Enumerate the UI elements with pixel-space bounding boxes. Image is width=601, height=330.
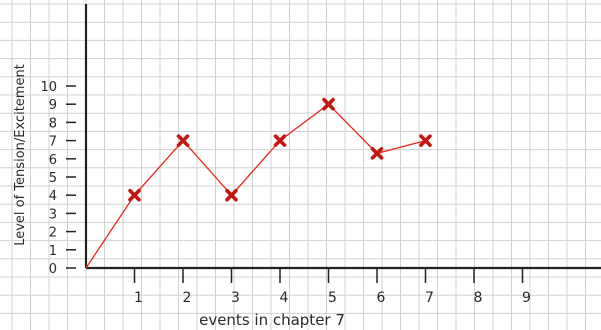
x-axis-title: events in chapter 7 [199, 311, 345, 329]
y-tick-label: 4 [49, 189, 57, 204]
series-layer [85, 97, 432, 269]
x-tick-label: 8 [474, 290, 483, 306]
data-point-marker [176, 134, 190, 147]
y-axis-title: Level of Tension/Excitement [13, 64, 28, 246]
x-axis-ticks: 1 2 3 4 5 6 7 8 9 [133, 268, 531, 306]
x-tick-label: 6 [377, 290, 386, 306]
x-tick-label: 4 [280, 290, 289, 306]
data-point-marker [322, 97, 335, 111]
x-tick-label: 3 [231, 290, 240, 306]
x-tick-label: 7 [425, 290, 434, 306]
y-tick-label: 2 [49, 226, 57, 241]
y-axis-ticks: 0 1 2 3 4 5 6 7 8 9 10 [40, 80, 76, 277]
x-tick-label: 1 [134, 290, 143, 306]
data-point-marker [419, 134, 432, 147]
y-tick-label: 9 [49, 98, 57, 113]
y-tick-label: 0 [49, 262, 57, 277]
y-tick-label: 10 [40, 80, 57, 95]
y-tick-label: 6 [49, 153, 57, 168]
data-point-marker [128, 188, 141, 202]
data-point-marker [225, 188, 238, 202]
y-tick-label: 1 [49, 244, 57, 259]
y-tick-label: 7 [49, 135, 57, 150]
data-point-marker [273, 134, 287, 147]
y-tick-label: 8 [49, 116, 57, 131]
series-line [85, 103, 426, 269]
y-tick-label: 3 [49, 207, 57, 222]
data-point-marker [370, 147, 384, 160]
x-tick-label: 2 [183, 290, 192, 306]
y-tick-label: 5 [49, 171, 57, 186]
x-tick-label: 9 [522, 290, 531, 306]
x-tick-label: 5 [328, 290, 337, 306]
